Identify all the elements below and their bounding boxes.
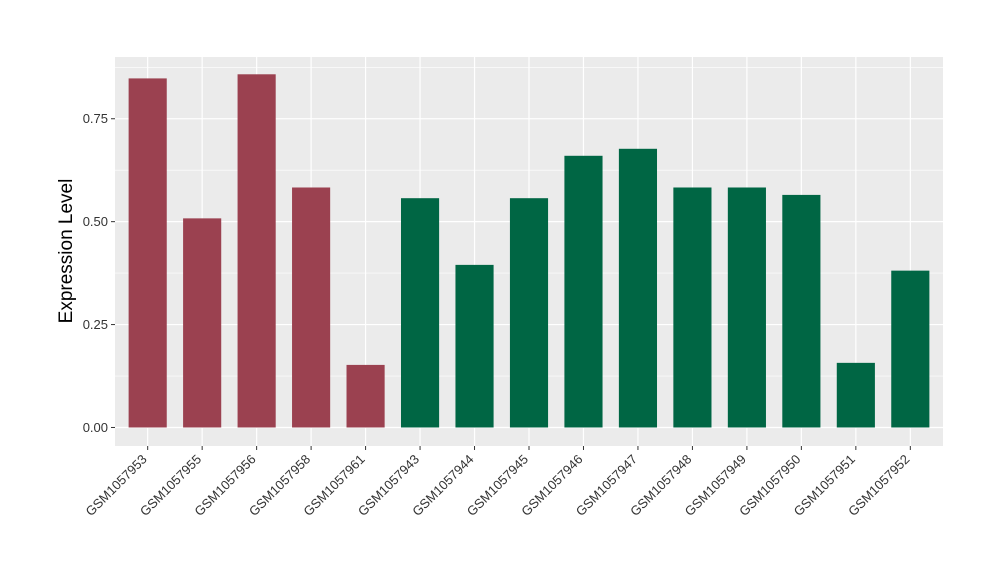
y-tick-label: 0.50 [83,214,108,229]
y-tick-label: 0.75 [83,111,108,126]
bar [292,187,331,428]
bar [346,364,385,428]
bar [727,187,766,428]
bar [836,362,875,428]
bar [183,218,222,428]
y-axis-title: Expression Level [56,179,77,324]
bar [455,264,494,428]
y-axis: 0.00 0.25 0.50 0.75 [83,111,115,435]
x-axis: GSM1057953GSM1057955GSM1057956GSM1057958… [82,446,912,519]
bar [509,198,549,428]
bar [400,198,440,428]
bar [237,74,276,428]
bar [673,187,712,428]
y-tick-label: 0.25 [83,317,108,332]
bar [782,194,821,428]
y-tick-label: 0.00 [83,420,108,435]
bar [891,270,930,428]
bar [618,148,658,428]
bar [564,155,603,428]
bars [128,74,930,428]
bar [128,78,167,428]
